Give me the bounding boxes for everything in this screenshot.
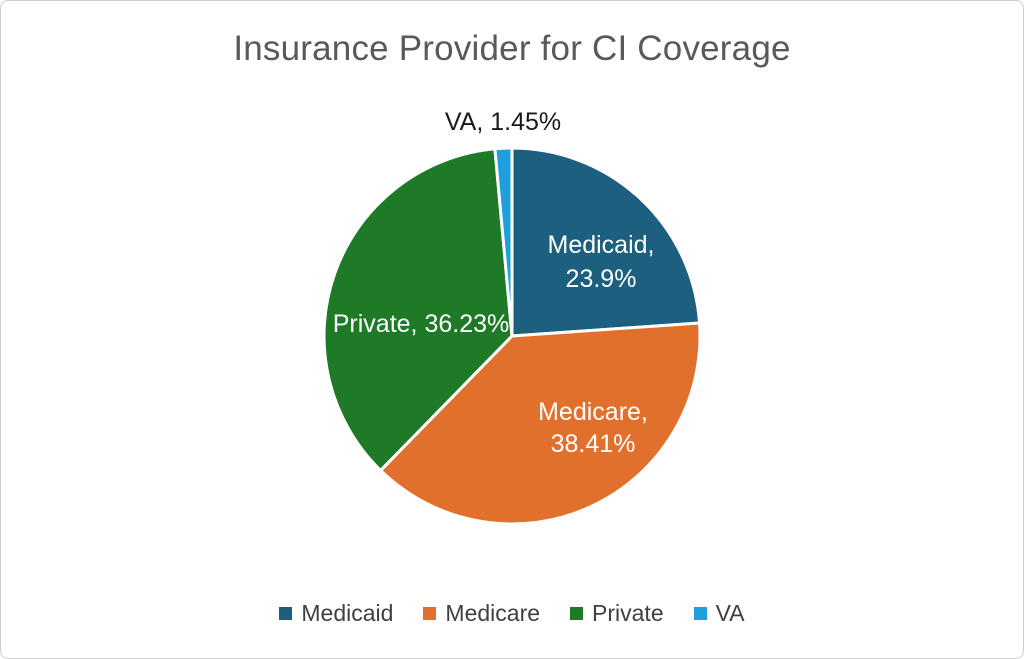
legend-label: Medicare [445, 600, 541, 626]
data-label-medicaid: Medicaid, 23.9% [548, 231, 655, 293]
legend-item-medicaid[interactable]: Medicaid [279, 602, 393, 625]
data-label-medicare: Medicare, 38.41% [538, 398, 648, 458]
legend-swatch-medicaid [279, 607, 293, 620]
chart-title: Insurance Provider for CI Coverage [233, 29, 791, 68]
legend-swatch-va [693, 607, 707, 620]
pie-slice-medicare[interactable] [379, 321, 702, 526]
data-label-private: Private, 36.23% [333, 310, 510, 338]
legend-label: Private [592, 600, 664, 626]
legend-swatch-private [570, 607, 584, 620]
legend-item-medicare[interactable]: Medicare [423, 602, 540, 625]
legend-item-private[interactable]: Private [570, 602, 664, 625]
data-label-va: VA, 1.45% [445, 108, 561, 136]
chart-legend: Medicaid Medicare Private VA [1, 602, 1023, 625]
pie-slice-private[interactable] [322, 147, 514, 472]
pie-slice-va[interactable] [493, 146, 514, 338]
pie-slice-medicaid[interactable] [510, 146, 702, 338]
legend-swatch-medicare [423, 607, 437, 620]
legend-label: VA [715, 600, 745, 626]
legend-item-va[interactable]: VA [693, 600, 745, 626]
legend-label: Medicaid [301, 600, 394, 626]
